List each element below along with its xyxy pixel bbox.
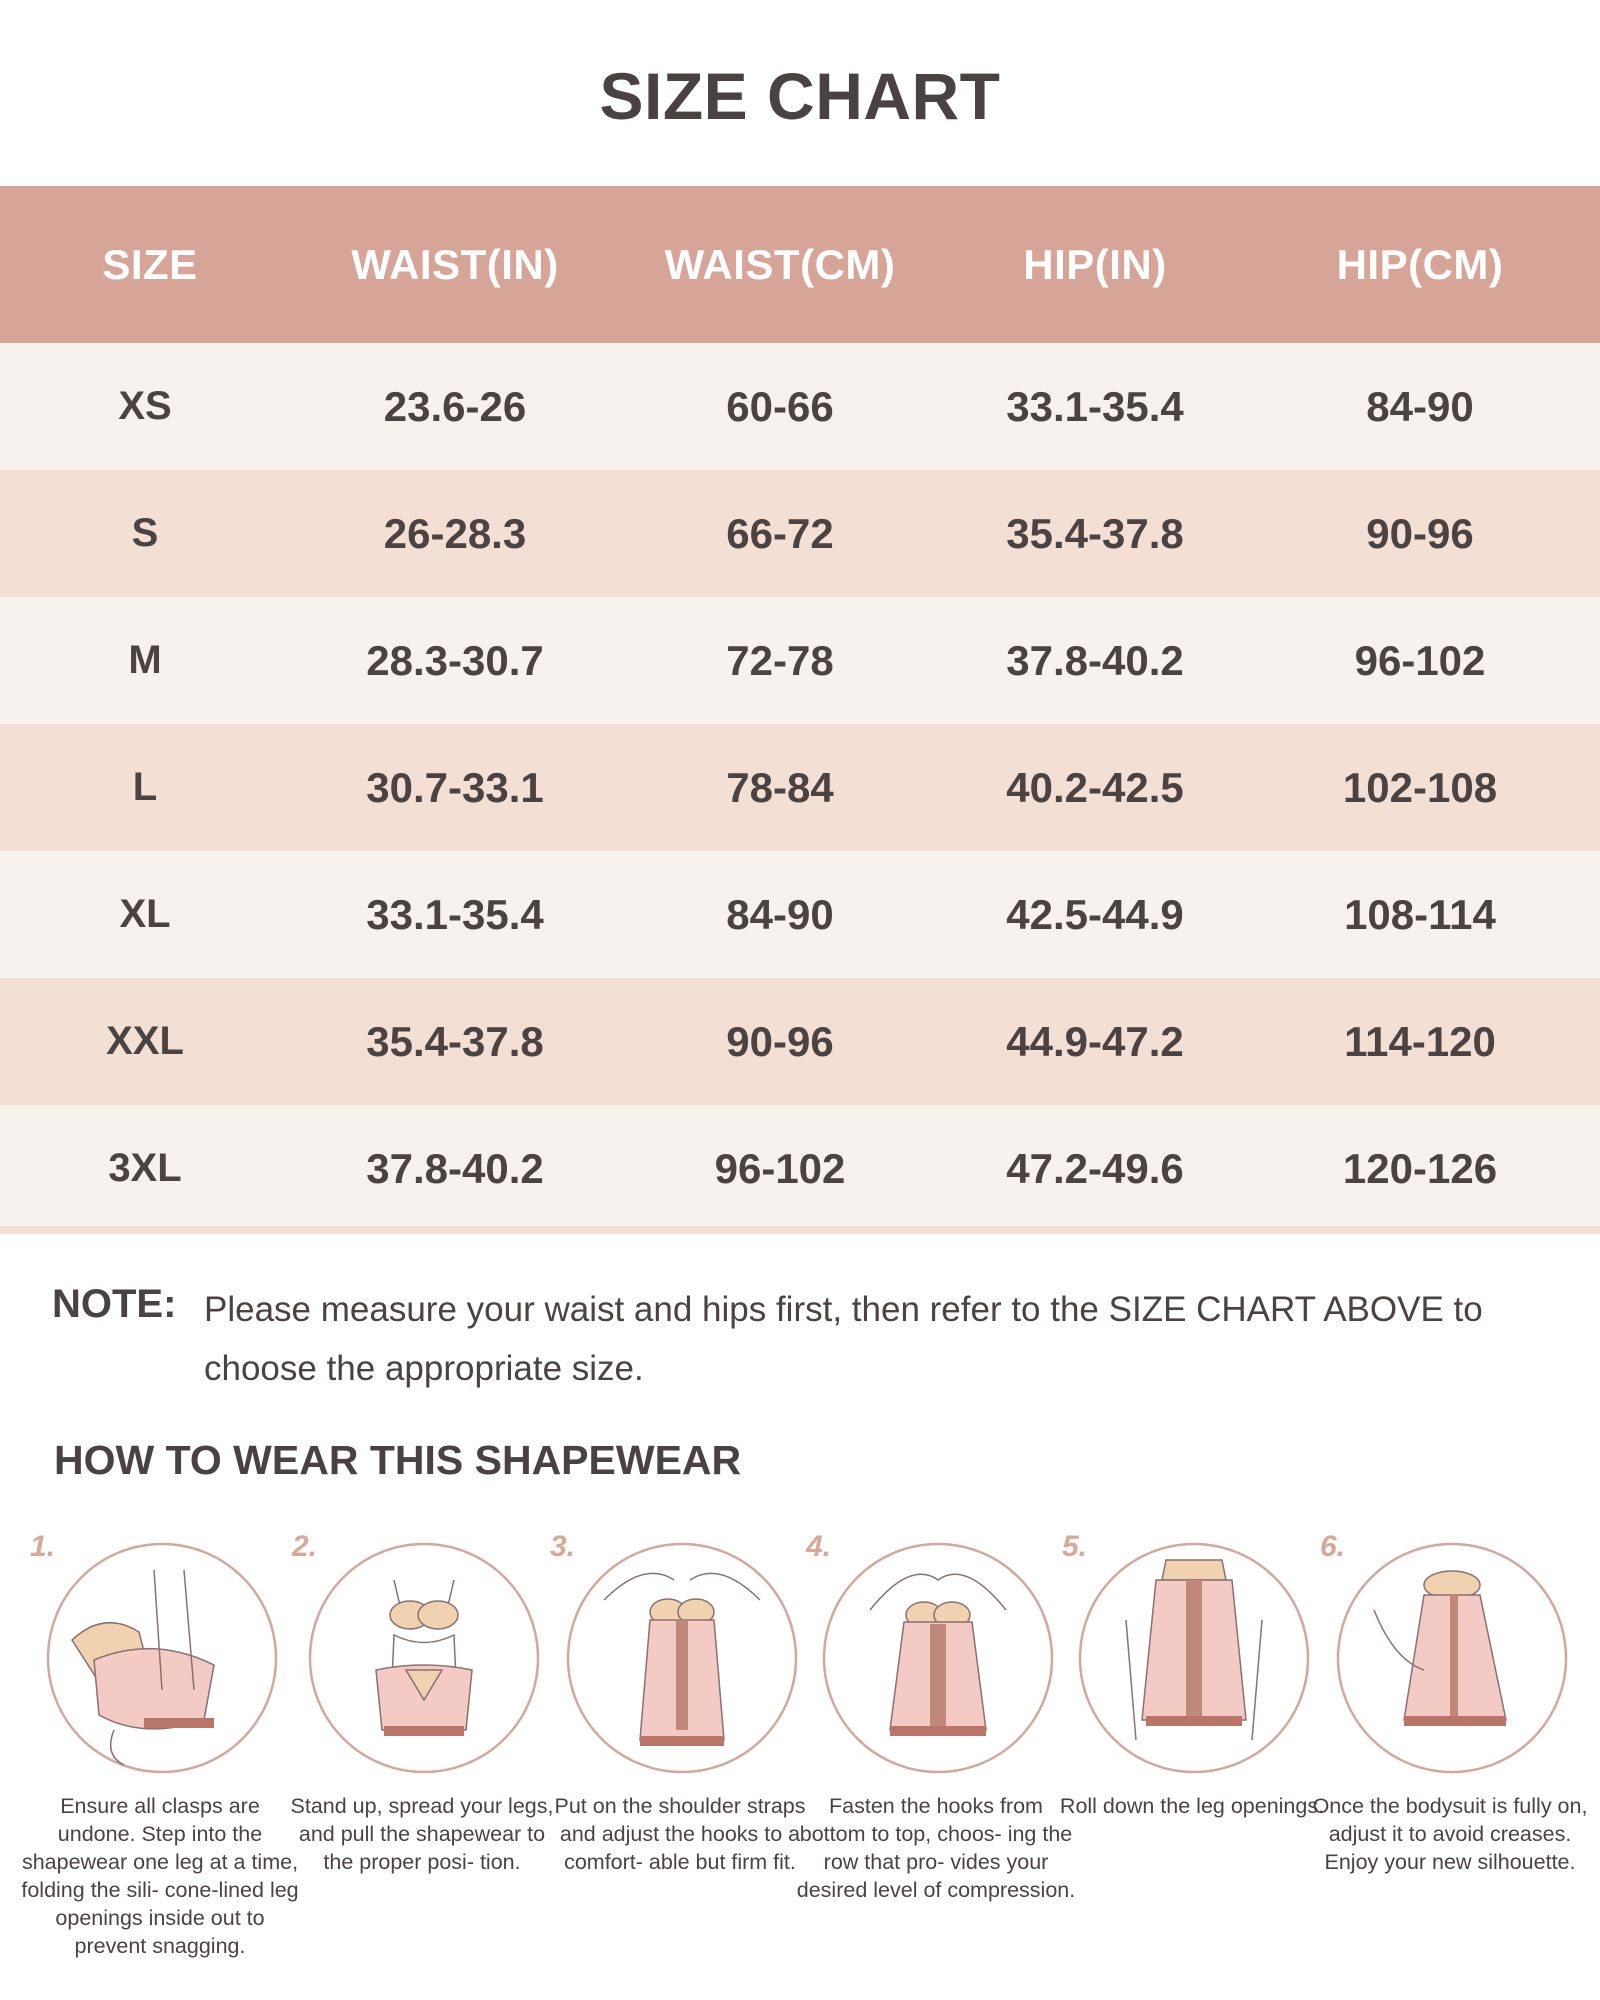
size-cell: L (0, 724, 300, 851)
table-row: 3XL 37.8-40.2 96-102 47.2-49.6 120-126 (0, 1105, 1600, 1232)
waist-in-cell: 23.6-26 (300, 343, 610, 470)
step-number: 2. (292, 1530, 318, 1563)
step-description: Stand up, spread your legs, and pull the… (290, 1794, 554, 1874)
waist-in-cell: 35.4-37.8 (300, 978, 610, 1105)
table-row: XS 23.6-26 60-66 33.1-35.4 84-90 (0, 343, 1600, 470)
step-number: 6. (1320, 1530, 1346, 1563)
header-hip-in: HIP(IN) (950, 186, 1240, 343)
howto-heading: HOW TO WEAR THIS SHAPEWEAR (54, 1437, 742, 1483)
fasten-hooks-illustration-icon (822, 1542, 1054, 1774)
header-hip-cm: HIP(CM) (1240, 186, 1600, 343)
hip-cm-cell: 120-126 (1240, 1105, 1600, 1232)
step-1: 1. Ensure all clasps are undone. Step in… (21, 1530, 298, 1960)
hip-cm-cell: 96-102 (1240, 597, 1600, 724)
size-cell: S (0, 470, 300, 597)
table-header-row: SIZE WAIST(IN) WAIST(CM) HIP(IN) HIP(CM) (0, 186, 1600, 343)
waist-cm-cell: 72-78 (610, 597, 950, 724)
waist-in-cell: 26-28.3 (300, 470, 610, 597)
step-2: 2. Stand up, spread your legs, and pull … (291, 1530, 554, 1960)
waist-cm-cell: 90-96 (610, 978, 950, 1105)
hip-cm-cell: 84-90 (1240, 343, 1600, 470)
table-row: M 28.3-30.7 72-78 37.8-40.2 96-102 (0, 597, 1600, 724)
size-cell: XL (0, 851, 300, 978)
step-description: Put on the shoulder straps and adjust th… (554, 1794, 806, 1874)
hip-cm-cell: 114-120 (1240, 978, 1600, 1105)
waist-cm-cell: 84-90 (610, 851, 950, 978)
size-cell: M (0, 597, 300, 724)
step-5: 5. Roll down the leg openings. (1060, 1530, 1324, 1960)
step-6: 6. Once the bodysuit is fully on, adjust… (1313, 1530, 1588, 1960)
hip-in-cell: 44.9-47.2 (950, 978, 1240, 1105)
waist-cm-cell: 66-72 (610, 470, 950, 597)
waist-in-cell: 37.8-40.2 (300, 1105, 610, 1232)
table-row: XXL 35.4-37.8 90-96 44.9-47.2 114-120 (0, 978, 1600, 1105)
hip-in-cell: 42.5-44.9 (950, 851, 1240, 978)
table-row: XL 33.1-35.4 84-90 42.5-44.9 108-114 (0, 851, 1600, 978)
hip-in-cell: 35.4-37.8 (950, 470, 1240, 597)
roll-down-legs-illustration-icon (1078, 1542, 1310, 1774)
step-description: Once the bodysuit is fully on, adjust it… (1312, 1794, 1588, 1874)
table-row: L 30.7-33.1 78-84 40.2-42.5 102-108 (0, 724, 1600, 851)
adjust-bodysuit-illustration-icon (1336, 1542, 1568, 1774)
hip-cm-cell: 108-114 (1240, 851, 1600, 978)
note-label: NOTE: (52, 1282, 177, 1326)
table-row: S 26-28.3 66-72 35.4-37.8 90-96 (0, 470, 1600, 597)
step-description: Fasten the hooks from bottom to top, cho… (796, 1794, 1076, 1902)
hip-in-cell: 37.8-40.2 (950, 597, 1240, 724)
waist-in-cell: 33.1-35.4 (300, 851, 610, 978)
step-number: 1. (30, 1530, 56, 1563)
table-bottom-strip (0, 1226, 1600, 1234)
size-cell: 3XL (0, 1105, 300, 1232)
size-cell: XS (0, 343, 300, 470)
hip-cm-cell: 90-96 (1240, 470, 1600, 597)
waist-cm-cell: 96-102 (610, 1105, 950, 1232)
hip-in-cell: 40.2-42.5 (950, 724, 1240, 851)
size-cell: XXL (0, 978, 300, 1105)
hip-in-cell: 47.2-49.6 (950, 1105, 1240, 1232)
step-number: 4. (806, 1530, 832, 1563)
step-description: Roll down the leg openings. (1059, 1794, 1325, 1818)
hip-cm-cell: 102-108 (1240, 724, 1600, 851)
step-into-legs-illustration-icon (46, 1542, 278, 1774)
header-waist-in: WAIST(IN) (300, 186, 610, 343)
step-number: 5. (1062, 1530, 1088, 1563)
waist-in-cell: 30.7-33.1 (300, 724, 610, 851)
step-number: 3. (550, 1530, 576, 1563)
header-size: SIZE (0, 186, 300, 343)
hip-in-cell: 33.1-35.4 (950, 343, 1240, 470)
step-3: 3. Put on the shoulder straps and adjust… (550, 1530, 810, 1960)
waist-cm-cell: 60-66 (610, 343, 950, 470)
page-title: SIZE CHART (599, 59, 1001, 133)
shoulder-straps-illustration-icon (566, 1542, 798, 1774)
waist-in-cell: 28.3-30.7 (300, 597, 610, 724)
pull-up-illustration-icon (308, 1542, 540, 1774)
step-description: Ensure all clasps are undone. Step into … (21, 1794, 299, 1958)
note-text: Please measure your waist and hips first… (204, 1290, 1483, 1388)
size-chart-table: SIZE WAIST(IN) WAIST(CM) HIP(IN) HIP(CM)… (0, 186, 1600, 1232)
waist-cm-cell: 78-84 (610, 724, 950, 851)
step-4: 4. Fasten the hooks from bottom to top, … (797, 1530, 1075, 1960)
header-waist-cm: WAIST(CM) (610, 186, 950, 343)
